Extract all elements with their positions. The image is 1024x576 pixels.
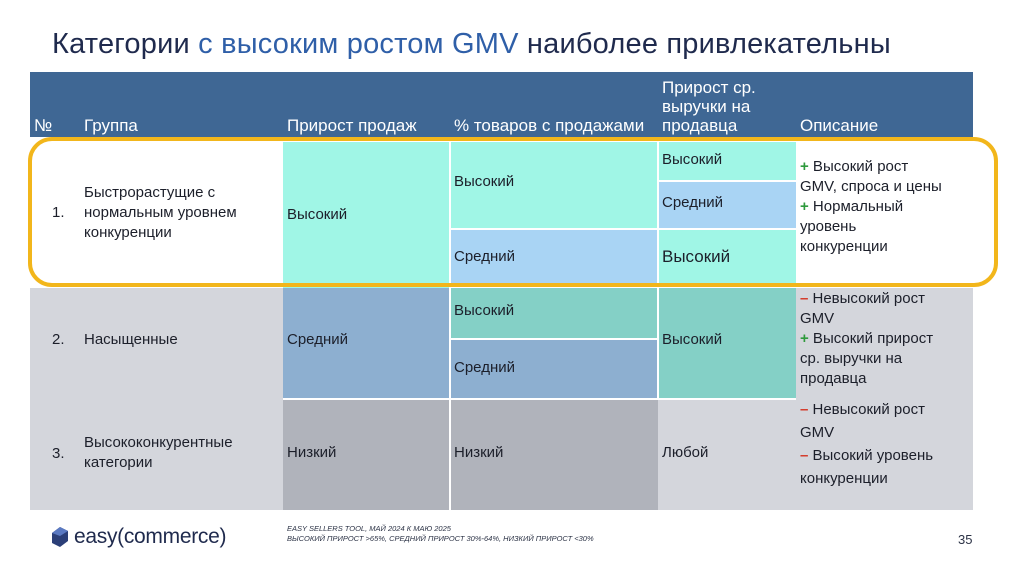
row-1-sales-growth: Высокий [283,142,450,288]
row-2-description: – Невысокий рост GMV + Высокий прирост с… [796,289,973,397]
row-2-desc-line-5: продавца [800,369,969,389]
plus-sign: + [800,158,809,175]
desc-text: Высокий рост [808,158,909,175]
row-2-desc-line-3: + Высокий прирост [800,329,969,349]
desc-text: ср. выручки на [800,350,903,367]
title-part1: Категории [52,28,199,60]
source-line-1: EASY SELLERS TOOL, МАЙ 2024 К МАЮ 2025 [287,524,451,533]
header-num: № [30,72,80,137]
title-part2: наиболее привлекательны [518,28,891,60]
desc-text: Невысокий рост [808,401,926,418]
header-group: Группа [80,72,283,137]
row-3-num: 3. [52,445,65,462]
row-1-desc-line-3: + Нормальный [800,197,969,217]
header-sales-growth: Прирост продаж [283,72,450,137]
row-2-rev-high: Высокий [658,288,796,398]
desc-text: GMV [800,310,835,327]
row-3-desc-line-4: конкуренции [800,469,969,489]
row-1-description: + Высокий рост GMV, спроса и цены + Норм… [796,157,973,287]
grid-line [283,398,796,400]
grid-line [658,180,796,182]
row-1-pct-goods-high: Высокий [450,142,658,228]
desc-text: конкуренции [800,470,888,487]
row-1-rev-high-2: Высокий [658,228,796,285]
grid-line [450,338,658,340]
desc-text: конкуренции [800,238,888,255]
desc-text: Высокий прирост [808,330,934,347]
source-note: EASY SELLERS TOOL, МАЙ 2024 К МАЮ 2025 В… [287,524,594,544]
row-2-sales-growth: Средний [283,288,450,398]
row-2-num: 2. [52,331,65,348]
row-1-group: Быстрорастущие с нормальным уровнем конк… [84,183,237,241]
row-2-pct-goods-high: Высокий [450,288,658,338]
page-title: Категории с высоким ростом GMV наиболее … [52,28,891,61]
row-1-desc-line-2: GMV, спроса и цены [800,177,969,197]
row-1-pct-goods-medium: Средний [450,228,658,285]
row-1-desc-line-4: уровень [800,217,969,237]
logo-mark-icon [52,527,68,547]
row-1-desc-line-1: + Высокий рост [800,157,969,177]
grid-line [449,142,451,510]
header-rev-growth: Прирост ср. выручки на продавца [658,72,796,137]
row-2-desc-line-1: – Невысокий рост [800,289,969,309]
row-2-group: Насыщенные [84,331,178,348]
desc-text: Невысокий рост [808,290,926,307]
page-number: 35 [958,532,973,547]
row-3-rev-any: Любой [662,444,709,461]
desc-text: уровень [800,218,857,235]
row-2-desc-line-4: ср. выручки на [800,349,969,369]
desc-text: Нормальный [808,198,904,215]
row-3-desc-line-3: – Высокий уровень [800,446,969,466]
row-1-rev-medium: Средний [658,180,796,228]
header-pct-goods: % товаров с продажами [450,72,658,137]
minus-sign: – [800,290,809,307]
row-3-description: – Невысокий рост GMV – Высокий уровень к… [796,400,973,508]
row-1-num: 1. [52,203,65,221]
brand-logo: easy(commerce) [52,525,226,549]
plus-sign: + [800,330,809,347]
logo-text: easy(commerce) [74,525,227,548]
row-2-desc-line-2: GMV [800,309,969,329]
desc-text: продавца [800,370,867,387]
row-3-desc-line-1: – Невысокий рост [800,400,969,420]
grid-line [450,228,796,230]
desc-text: GMV, спроса и цены [800,178,942,195]
highlight-frame [28,137,998,287]
row-3-desc-line-2: GMV [800,423,969,443]
row-3-group: Высококонкурентные категории [84,434,233,471]
minus-sign: – [800,401,809,418]
source-line-2: ВЫСОКИЙ ПРИРОСТ >65%, СРЕДНИЙ ПРИРОСТ 30… [287,534,594,543]
row-3-pct-goods: Низкий [450,398,658,510]
header-description: Описание [796,72,973,137]
plus-sign: + [800,198,809,215]
desc-text: GMV [800,424,835,441]
row-1-rev-high: Высокий [658,142,796,180]
row-1-desc-line-5: конкуренции [800,237,969,257]
row-2-pct-goods-medium: Средний [450,338,658,398]
desc-text: Высокий уровень [808,447,934,464]
minus-sign: – [800,447,809,464]
grid-line [657,142,659,398]
row-3-sales-growth: Низкий [283,398,450,510]
title-accent: с высоким ростом GMV [198,28,519,60]
